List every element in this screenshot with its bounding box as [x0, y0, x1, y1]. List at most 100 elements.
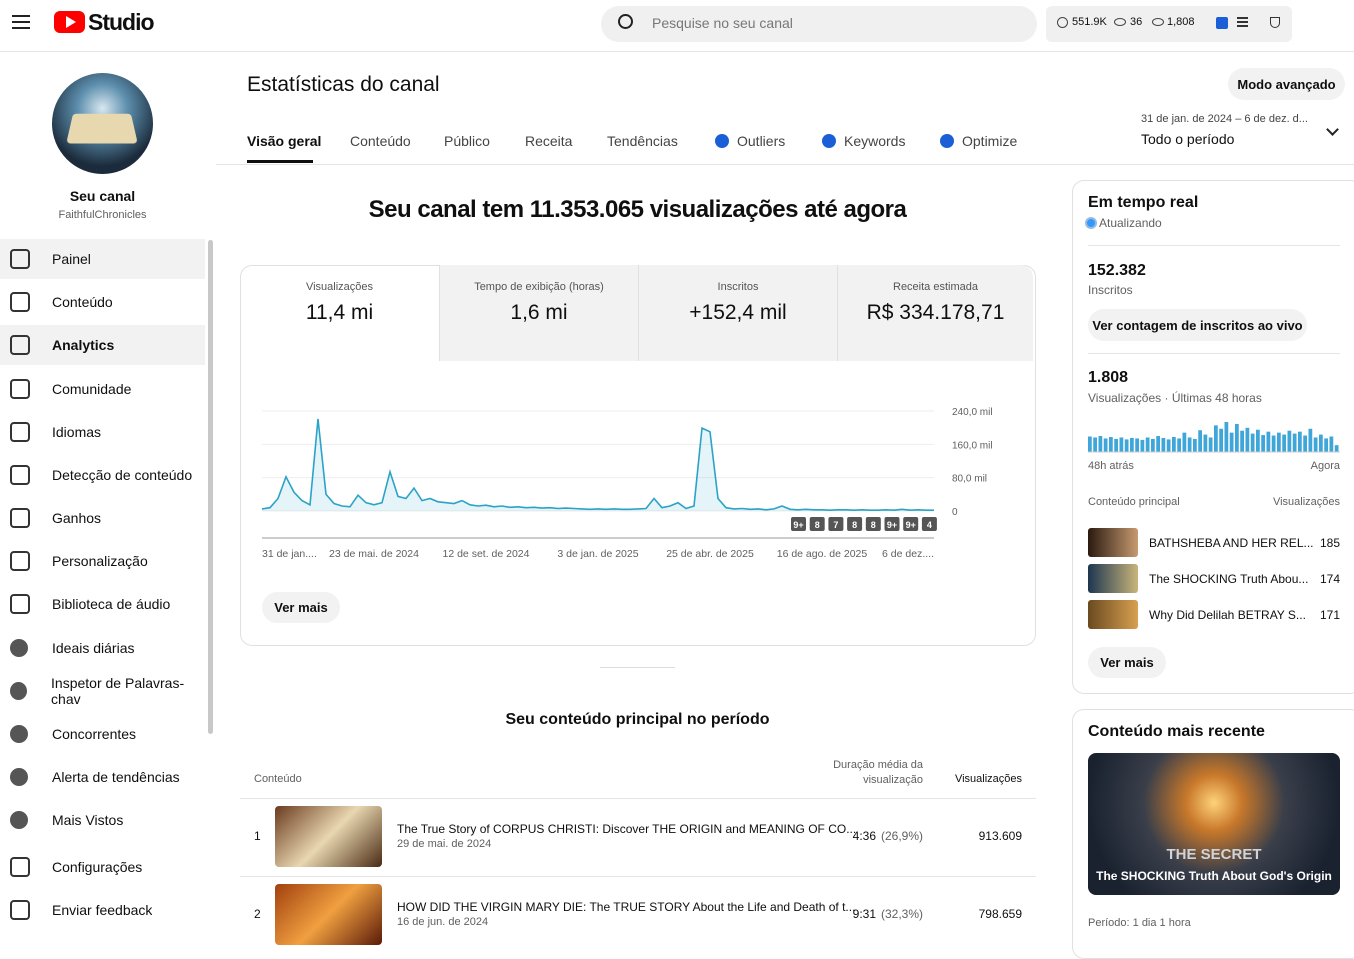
nav-label: Ideais diárias: [52, 640, 135, 656]
row-divider: [240, 798, 1036, 799]
nav-item[interactable]: Idiomas: [0, 412, 205, 452]
nav-item[interactable]: Alerta de tendências: [0, 757, 205, 797]
tab[interactable]: Keywords: [822, 133, 905, 149]
eye-icon: [1114, 18, 1126, 26]
tab-underline: [247, 160, 313, 163]
metric-value: +152,4 mil: [689, 301, 787, 324]
nav-icon: [10, 335, 30, 355]
video-title[interactable]: HOW DID THE VIRGIN MARY DIE: The TRUE ST…: [397, 900, 856, 914]
channel-handle: FaithfulChronicles: [58, 209, 147, 221]
nav-item[interactable]: Ganhos: [0, 498, 205, 538]
nav-item[interactable]: Detecção de conteúdo: [0, 455, 205, 495]
metric-value: R$ 334.178,71: [866, 301, 1005, 324]
nav-label: Analytics: [52, 337, 115, 353]
nav-item[interactable]: Concorrentes: [0, 714, 205, 754]
live-count-button[interactable]: Ver contagem de inscritos ao vivo: [1088, 309, 1307, 341]
rank: 2: [254, 907, 261, 921]
item-views: 171: [1319, 608, 1340, 622]
nav-item[interactable]: Inspetor de Palavras-chav: [0, 671, 205, 711]
video-date: 29 de mai. de 2024: [397, 838, 492, 850]
avatar-book: [66, 113, 138, 144]
divider: [600, 667, 675, 668]
video-thumbnail[interactable]: [275, 884, 382, 945]
rank: 1: [254, 829, 261, 843]
nav-label: Enviar feedback: [52, 902, 153, 918]
video-thumbnail[interactable]: [275, 806, 382, 867]
nav-label: Comunidade: [52, 381, 132, 397]
column-header: Duração média da visualização: [833, 759, 923, 786]
item-title[interactable]: The SHOCKING Truth Abou...: [1149, 572, 1309, 586]
logo-play: [66, 16, 76, 28]
menu-button[interactable]: [12, 15, 30, 17]
metric-tile[interactable]: Tempo de exibição (horas) 1,6 mi: [439, 265, 638, 361]
item-title[interactable]: BATHSHEBA AND HER REL...: [1149, 536, 1314, 550]
tab[interactable]: Tendências: [607, 133, 678, 149]
nav-label: Inspetor de Palavras-chav: [51, 675, 185, 707]
nav-item[interactable]: Configurações: [0, 847, 205, 887]
tab[interactable]: Público: [444, 133, 490, 149]
duration-percent: (26,9%): [880, 829, 923, 843]
subs-value: 152.382: [1088, 262, 1146, 279]
scrollbar[interactable]: [208, 240, 213, 734]
tab[interactable]: Conteúdo: [350, 133, 411, 149]
nav-item[interactable]: Conteúdo: [0, 282, 205, 322]
period-dropdown[interactable]: [1326, 123, 1339, 136]
advanced-button[interactable]: Modo avançado: [1228, 68, 1345, 100]
metric-label: Receita estimada: [893, 281, 978, 293]
nav-label: Alerta de tendências: [52, 769, 180, 785]
duration: 9:31: [852, 907, 876, 921]
metric-value: 11,4 mi: [305, 301, 374, 324]
metric-label: Inscritos: [717, 281, 759, 293]
metric-tile[interactable]: Receita estimada R$ 334.178,71: [837, 265, 1033, 361]
trophy-icon[interactable]: [1270, 17, 1280, 28]
nav-item[interactable]: Analytics: [0, 325, 205, 365]
realtime-status: Atualizando: [1099, 216, 1162, 230]
nav-label: Configurações: [52, 859, 143, 875]
latest-thumbnail[interactable]: [1088, 753, 1340, 895]
item-title[interactable]: Why Did Delilah BETRAY S...: [1149, 608, 1306, 622]
list-icon[interactable]: [1237, 17, 1248, 19]
views-label: Visualizações · Últimas 48 horas: [1088, 391, 1262, 405]
top-content-title: Seu conteúdo principal no período: [505, 711, 770, 728]
realtime-more-button[interactable]: Ver mais: [1088, 647, 1166, 678]
tab-label: Receita: [525, 133, 573, 149]
metric-tile[interactable]: Inscritos +152,4 mil: [638, 265, 837, 361]
nav-item[interactable]: Enviar feedback: [0, 890, 205, 930]
nav-item[interactable]: Ideais diárias: [0, 628, 205, 668]
nav-label: Painel: [52, 251, 91, 267]
tab[interactable]: Visão geral: [247, 133, 321, 149]
tab-label: Público: [444, 133, 490, 149]
column-header: Visualizações: [954, 773, 1022, 785]
duration: 4:36: [852, 829, 876, 843]
nav-icon: [10, 682, 28, 700]
tab[interactable]: Optimize: [940, 133, 1017, 149]
video-title[interactable]: The True Story of CORPUS CHRISTI: Discov…: [397, 822, 857, 836]
item-views: 185: [1319, 536, 1340, 550]
metric-tile[interactable]: Visualizações 11,4 mi: [240, 265, 439, 361]
nav-icon: [10, 900, 30, 920]
tab-label: Keywords: [844, 133, 906, 149]
nav-item[interactable]: Mais Vistos: [0, 800, 205, 840]
nav-icon: [10, 508, 30, 528]
channel-name: Seu canal: [69, 188, 136, 204]
tab-label: Tendências: [607, 133, 678, 149]
views: 913.609: [978, 829, 1022, 843]
tab[interactable]: Outliers: [715, 133, 785, 149]
period: Todo o período: [1141, 131, 1235, 147]
nav-item[interactable]: Comunidade: [0, 369, 205, 409]
nav-icon: [10, 768, 28, 786]
nav-item[interactable]: Painel: [0, 239, 205, 279]
more-button[interactable]: Ver mais: [262, 592, 340, 623]
iq-icon[interactable]: [1216, 17, 1228, 29]
search-box[interactable]: [601, 6, 1037, 42]
nav-item[interactable]: Personalização: [0, 541, 205, 581]
tab-label: Optimize: [962, 133, 1018, 149]
item-thumbnail[interactable]: [1088, 564, 1138, 593]
tab[interactable]: Receita: [525, 133, 572, 149]
views: 798.659: [978, 907, 1022, 921]
item-thumbnail[interactable]: [1088, 528, 1138, 557]
item-thumbnail[interactable]: [1088, 600, 1138, 629]
nav-icon: [10, 639, 28, 657]
header-divider: [216, 164, 1354, 165]
nav-item[interactable]: Biblioteca de áudio: [0, 584, 205, 624]
